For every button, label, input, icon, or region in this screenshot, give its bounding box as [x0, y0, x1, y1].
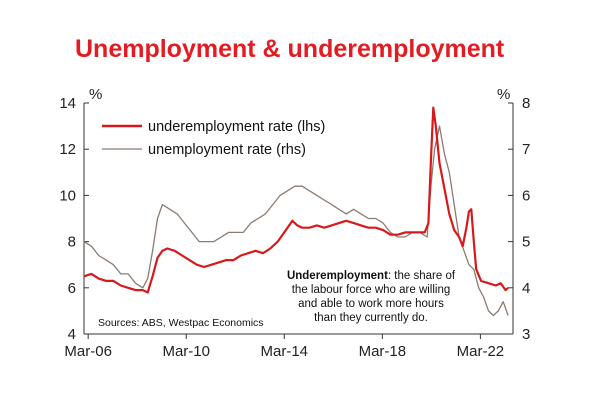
- right-axis-unit: %: [497, 86, 510, 103]
- x-tick-label: Mar-22: [457, 343, 505, 360]
- x-tick-label: Mar-06: [64, 343, 112, 360]
- y-left-tick-label: 12: [59, 141, 76, 158]
- y-right-tick-label: 6: [522, 187, 530, 204]
- unemployment-series-line: [83, 125, 509, 317]
- y-left-tick-label: 14: [59, 95, 76, 112]
- x-tick-label: Mar-10: [162, 343, 210, 360]
- x-tick-label: Mar-14: [261, 343, 309, 360]
- y-right-tick-label: 5: [522, 234, 530, 251]
- legend-label-unemployment: unemployment rate (rhs): [148, 142, 306, 158]
- legend-label-underemployment: underemployment rate (lhs): [148, 119, 325, 135]
- y-right-tick-label: 3: [522, 326, 530, 343]
- chart-title: Unemployment & underemployment: [75, 35, 505, 63]
- annotation-line-4: than they currently do.: [314, 312, 428, 324]
- y-right-tick-label: 8: [522, 95, 530, 112]
- underemployment-series-line: [83, 106, 509, 294]
- y-left-tick-label: 10: [59, 187, 76, 204]
- annotation-line-1: Underemployment: the share of: [287, 270, 456, 282]
- left-axis-unit: %: [89, 86, 102, 103]
- annotation-line-3: and able to work more hours: [298, 298, 444, 310]
- y-right-tick-label: 7: [522, 141, 530, 158]
- source-note: Sources: ABS, Westpac Economics: [98, 317, 264, 329]
- y-left-tick-label: 4: [68, 326, 76, 343]
- axes: [83, 103, 514, 335]
- annotation: Underemployment: the share of the labour…: [287, 270, 456, 324]
- x-tick-label: Mar-18: [359, 343, 407, 360]
- legend: underemployment rate (lhs) unemployment …: [102, 119, 325, 158]
- y-left-tick-label: 6: [68, 280, 76, 297]
- annotation-line-1-rest: : the share of: [388, 270, 456, 282]
- y-right-tick-label: 4: [522, 280, 530, 297]
- annotation-bold: Underemployment: [287, 270, 388, 282]
- series-layer: [83, 106, 509, 317]
- annotation-line-2: the labour force who are willing: [292, 284, 451, 296]
- y-left-tick-label: 8: [68, 234, 76, 251]
- ticks: 4 6 8 10 12 14 3 4 5 6 7 8 Mar-06 Mar-10 Mar-14 Mar-18 M…: [59, 95, 530, 360]
